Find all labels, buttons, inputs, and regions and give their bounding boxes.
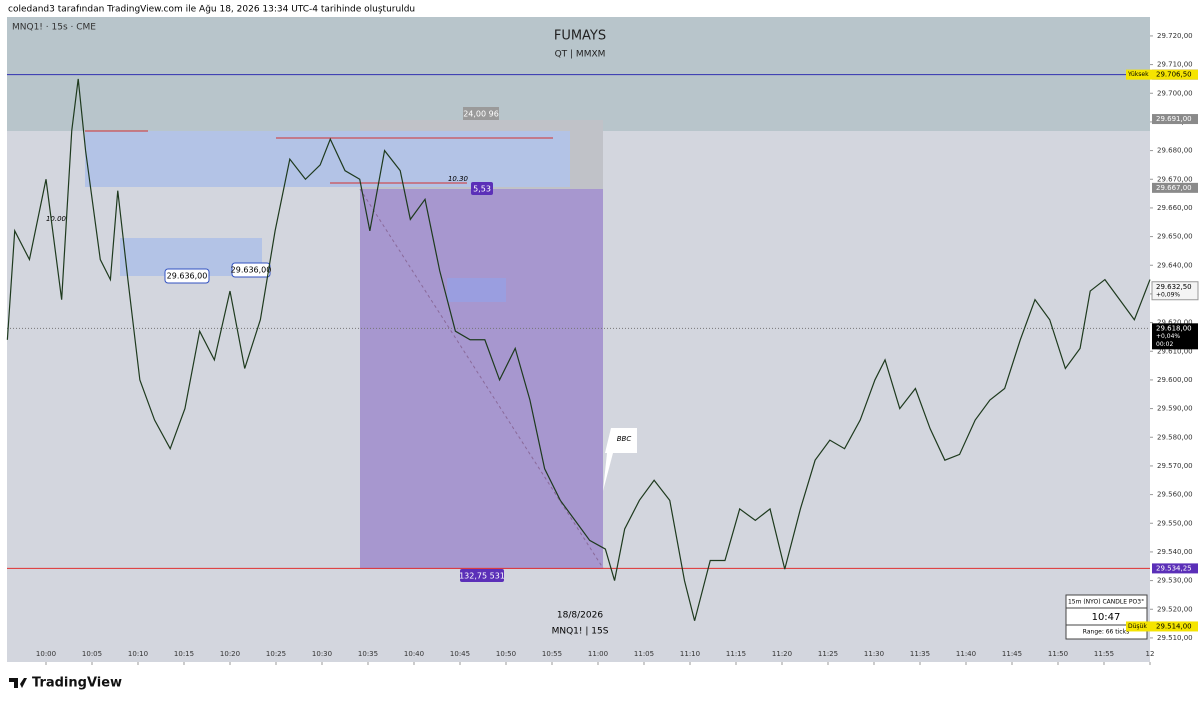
x-tick-label: 10:40 bbox=[404, 650, 424, 658]
y-tick-label: 29.680,00 bbox=[1157, 147, 1193, 155]
price-tag-label: 29.691,00 bbox=[1156, 115, 1192, 123]
x-tick-label: 11:45 bbox=[1002, 650, 1022, 658]
y-tick-label: 29.560,00 bbox=[1157, 491, 1193, 499]
annotation: 24,00 96 bbox=[463, 110, 499, 119]
annotation: 10.30 bbox=[448, 175, 469, 183]
label-bg bbox=[460, 569, 504, 582]
price-tag bbox=[1152, 114, 1198, 125]
x-tick-label: 10:15 bbox=[174, 650, 194, 658]
x-tick-label: 10:35 bbox=[358, 650, 378, 658]
price-tag-label: 29.632,50 bbox=[1156, 283, 1192, 291]
price-tag-label: 29.618,00 bbox=[1156, 324, 1192, 332]
price-tag-label: 29.667,00 bbox=[1156, 184, 1192, 192]
x-tick-label: 12 bbox=[1146, 650, 1155, 658]
subtitle: QT | MMXM bbox=[555, 50, 606, 60]
zone bbox=[447, 278, 506, 302]
logo-text: TradingView bbox=[32, 676, 122, 691]
y-tick-label: 29.540,00 bbox=[1157, 548, 1193, 556]
price-tag bbox=[1152, 323, 1198, 350]
zone bbox=[360, 189, 603, 569]
x-tick-label: 10:10 bbox=[128, 650, 148, 658]
x-tick-label: 11:35 bbox=[910, 650, 930, 658]
y-tick-label: 29.660,00 bbox=[1157, 204, 1193, 212]
y-tick-label: 29.570,00 bbox=[1157, 462, 1193, 470]
y-tick-label: 29.620,00 bbox=[1157, 319, 1193, 327]
y-tick-label: 29.670,00 bbox=[1157, 175, 1193, 183]
price-tag-change: +0,09% bbox=[1156, 291, 1180, 298]
x-tick-label: 10:30 bbox=[312, 650, 332, 658]
y-tick-label: 29.520,00 bbox=[1157, 605, 1193, 613]
side-tag-label: 29.514,00 bbox=[1156, 622, 1192, 630]
x-tick-label: 11:05 bbox=[634, 650, 654, 658]
x-tick-label: 11:50 bbox=[1048, 650, 1068, 658]
y-tick-label: 29.700,00 bbox=[1157, 89, 1193, 97]
x-tick-label: 10:45 bbox=[450, 650, 470, 658]
symbol: MNQ1! · 15s · CME bbox=[12, 23, 96, 33]
x-tick-label: 10:25 bbox=[266, 650, 286, 658]
annotation: 29.636,00 bbox=[167, 272, 208, 281]
side-tag: Yüksek bbox=[1127, 71, 1149, 78]
watermark: 18/8/2026 bbox=[557, 611, 603, 621]
info-box bbox=[1065, 594, 1148, 640]
y-tick-label: 29.710,00 bbox=[1157, 61, 1193, 69]
x-tick-label: 10:05 bbox=[82, 650, 102, 658]
price-tag-timer: 00:02 bbox=[1156, 341, 1173, 348]
y-tick-label: 29.530,00 bbox=[1157, 577, 1193, 585]
y-tick-label: 29.610,00 bbox=[1157, 347, 1193, 355]
title: FUMAYS bbox=[554, 29, 606, 44]
label-bg bbox=[231, 262, 271, 278]
annotation: 5,53 bbox=[473, 185, 491, 194]
callout bbox=[603, 428, 637, 491]
label-bg bbox=[471, 182, 493, 195]
side-tag-bg bbox=[1126, 69, 1198, 80]
annotation: 132,75 531 bbox=[459, 572, 505, 581]
annotation: 29.636,00 bbox=[231, 266, 272, 275]
y-tick-label: 29.600,00 bbox=[1157, 376, 1193, 384]
price-tag bbox=[1151, 281, 1199, 301]
info-title: 15m (NYO) CANDLE PO3° bbox=[1068, 599, 1144, 606]
watermark: MNQ1! | 15S bbox=[552, 627, 609, 637]
side-tag-bg bbox=[1126, 621, 1198, 632]
x-tick-label: 11:20 bbox=[772, 650, 792, 658]
x-tick-label: 10:50 bbox=[496, 650, 516, 658]
zone bbox=[7, 17, 1150, 131]
price-tag-label: 29.534,25 bbox=[1156, 564, 1192, 572]
logo: TradingView bbox=[9, 676, 122, 691]
label-bg bbox=[164, 268, 210, 284]
price-tag-change: +0,04% bbox=[1156, 333, 1180, 340]
x-tick-label: 11:55 bbox=[1094, 650, 1114, 658]
x-tick-label: 11:25 bbox=[818, 650, 838, 658]
x-tick-label: 10:00 bbox=[36, 650, 56, 658]
label-bg bbox=[463, 107, 499, 120]
y-tick-label: 29.590,00 bbox=[1157, 405, 1193, 413]
y-tick-label: 29.510,00 bbox=[1157, 634, 1193, 642]
x-tick-label: 11:30 bbox=[864, 650, 884, 658]
y-tick-label: 29.640,00 bbox=[1157, 261, 1193, 269]
y-tick-label: 29.580,00 bbox=[1157, 433, 1193, 441]
y-tick-label: 29.720,00 bbox=[1157, 32, 1193, 40]
info-range: Range: 66 ticks bbox=[1083, 629, 1129, 636]
x-tick-label: 10:55 bbox=[542, 650, 562, 658]
side-tag-label: 29.706,50 bbox=[1156, 71, 1192, 79]
y-tick-label: 29.550,00 bbox=[1157, 519, 1193, 527]
annotation: BBC bbox=[617, 435, 632, 443]
price-tag bbox=[1152, 182, 1198, 193]
x-tick-label: 10:20 bbox=[220, 650, 240, 658]
x-tick-label: 11:10 bbox=[680, 650, 700, 658]
x-tick-label: 11:00 bbox=[588, 650, 608, 658]
side-tag: Düşük bbox=[1128, 623, 1147, 630]
zone bbox=[85, 131, 570, 187]
x-tick-label: 11:15 bbox=[726, 650, 746, 658]
y-tick-label: 29.650,00 bbox=[1157, 233, 1193, 241]
annotation: 10.00 bbox=[46, 215, 67, 223]
x-tick-label: 11:40 bbox=[956, 650, 976, 658]
price-tag bbox=[1152, 563, 1198, 574]
header: coledand3 tarafından TradingView.com ile… bbox=[8, 5, 415, 15]
price-line bbox=[6, 78, 1151, 621]
info-time: 10:47 bbox=[1092, 612, 1121, 623]
